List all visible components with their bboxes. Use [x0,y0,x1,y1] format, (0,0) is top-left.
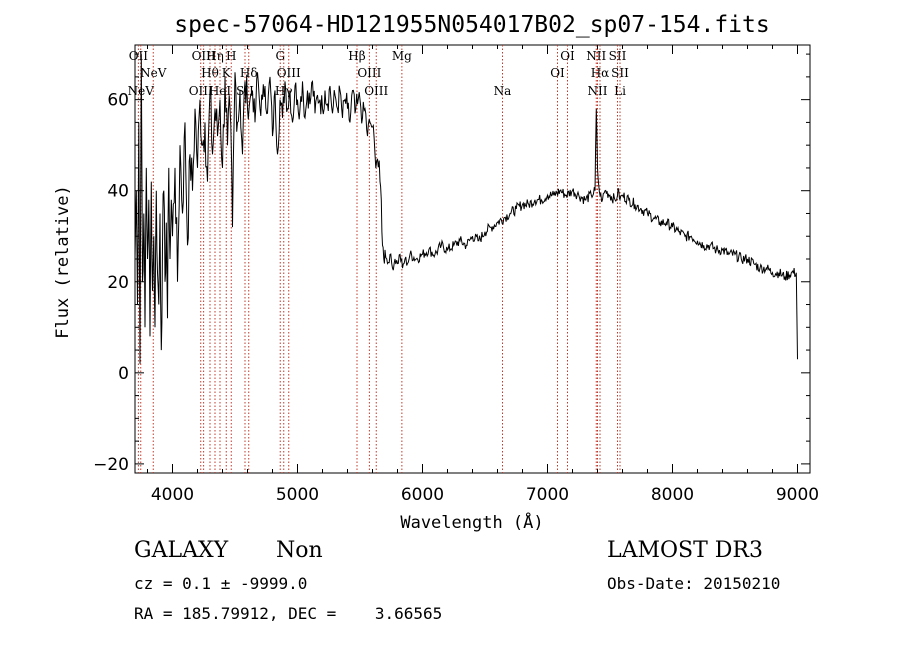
marker-label-11: Hδ [240,66,258,80]
marker-label-8: K [222,66,232,80]
emission-line-markers: NeVNeVOIIOIIIOIIIHθHηHeIKHSIIHδGOIIIHγHβ… [128,45,629,473]
x-tick-label-5: 9000 [776,485,819,505]
marker-label-12: G [275,49,285,63]
marker-label-2: OII [129,49,149,63]
marker-label-13: OIII [277,66,301,80]
marker-label-9: H [226,49,236,63]
marker-label-21: OI [550,66,565,80]
y-tick-label-1: 0 [118,364,129,384]
y-tick-label-2: 20 [107,273,129,293]
survey-name: LAMOST DR3 [607,538,763,563]
redshift-line: cz = 0.1 ± -9999.0 [134,574,308,593]
x-tick-label-4: 8000 [651,485,694,505]
marker-label-7: HeI [209,84,232,98]
obs-date: Obs-Date: 20150210 [607,574,781,593]
x-tick-label-0: 4000 [151,485,194,505]
marker-label-20: OI [560,49,575,63]
y-tick-label-3: 40 [107,182,129,202]
marker-label-6: Hη [206,49,224,63]
marker-label-18: Mg [392,49,412,63]
marker-label-24: NII [588,84,608,98]
y-axis-label: Flux (relative) [53,185,73,339]
marker-label-22: NII [586,49,606,63]
x-tick-label-3: 7000 [526,485,569,505]
marker-label-17: OIII [364,84,388,98]
marker-label-23: Hα [591,66,610,80]
chart-title: spec-57064-HD121955N054017B02_sp07-154.f… [174,12,769,38]
x-axis-label: Wavelength (Å) [400,511,543,533]
object-subclass: Non [276,538,323,563]
marker-label-5: Hθ [201,66,219,80]
marker-label-3: OIII [189,84,213,98]
object-class: GALAXY [134,538,229,563]
x-tick-label-2: 6000 [401,485,444,505]
marker-label-1: NeV [140,66,167,80]
marker-label-14: Hγ [275,84,293,98]
y-tick-label-0: −20 [93,455,129,475]
marker-label-15: Hβ [348,49,365,63]
marker-label-25: SII [609,49,627,63]
marker-label-27: Li [614,84,626,98]
ra-dec-line: RA = 185.79912, DEC = 3.66565 [134,604,443,623]
spectrum-line [135,54,798,364]
x-tick-label-1: 5000 [276,485,319,505]
marker-label-19: Na [494,84,512,98]
marker-label-16: OIII [357,66,381,80]
y-tick-label-4: 60 [107,91,129,111]
axis-ticks: 4000 5000 6000 7000 8000 9000 −20 0 20 40 60 [93,45,819,505]
